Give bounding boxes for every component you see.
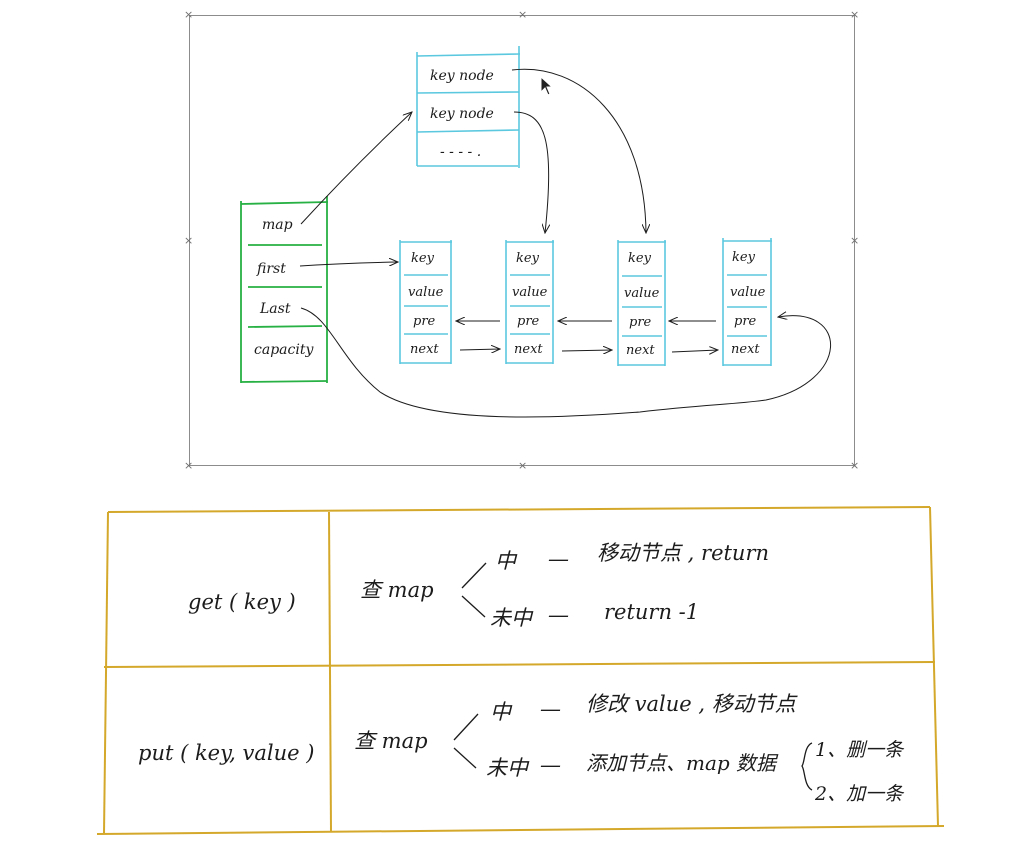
- get-branch-hit: [461, 562, 487, 589]
- cache-struct: [240, 196, 329, 383]
- node2-pre: pre: [517, 314, 540, 329]
- put-miss-action: 添加节点、map 数据: [586, 751, 779, 775]
- cache-field-last: Last: [259, 301, 291, 317]
- arrow-hash-row2-to-node2: [513, 111, 549, 233]
- resize-handle-bottom-left[interactable]: ×: [184, 459, 194, 472]
- cache-field-map: map: [262, 217, 293, 233]
- get-hit-dash: —: [548, 547, 569, 571]
- branch-strokes: [453, 562, 813, 791]
- get-hit-action: 移动节点 , return: [597, 541, 769, 565]
- diagram-canvas[interactable]: [189, 15, 855, 466]
- node1-next: next: [410, 342, 439, 357]
- put-hit-dash: —: [540, 697, 561, 721]
- cache-field-capacity: capacity: [254, 342, 314, 358]
- put-miss-dash: —: [540, 753, 561, 777]
- put-hit-label: 中: [490, 700, 513, 724]
- put-steps-brace: [801, 742, 813, 791]
- arrow-last-to-node4: [300, 307, 831, 418]
- get-hit-label: 中: [495, 549, 518, 573]
- node3-next: next: [626, 343, 655, 358]
- arrow-node2-next: [561, 350, 612, 351]
- put-step-1: 1、删一条: [815, 739, 905, 761]
- node1-pre: pre: [413, 314, 436, 329]
- node2-next: next: [514, 342, 543, 357]
- cache-field-first: first: [256, 261, 286, 277]
- node3-value: value: [624, 286, 660, 301]
- hash-row-2: key node: [430, 106, 494, 122]
- node2-key: key: [516, 251, 540, 266]
- hash-row-ellipsis: - - - - .: [440, 144, 481, 160]
- put-hit-action: 修改 value , 移动节点: [586, 692, 798, 716]
- resize-handle-top-left[interactable]: ×: [184, 8, 194, 21]
- put-branch-hit: [453, 713, 479, 741]
- put-miss-label: 未中: [486, 756, 530, 780]
- list-node-2: [505, 240, 554, 364]
- resize-handle-bottom-right[interactable]: ×: [850, 459, 860, 472]
- resize-handle-top[interactable]: ×: [518, 8, 528, 21]
- pointer-arrows: [299, 68, 831, 418]
- node1-key: key: [411, 251, 435, 266]
- resize-handle-right[interactable]: ×: [850, 234, 860, 247]
- put-lookup: 查 map: [354, 729, 428, 753]
- arrow-node3-next: [671, 350, 718, 352]
- get-miss-dash: —: [548, 603, 569, 627]
- arrow-hash-row1-to-node3: [511, 68, 646, 233]
- list-node-3: [617, 240, 666, 366]
- table-grid: [96, 506, 945, 835]
- op-get: get ( key ): [188, 590, 296, 614]
- put-branch-miss: [453, 747, 477, 769]
- arrow-first-to-node1: [299, 262, 398, 267]
- node4-value: value: [730, 285, 766, 300]
- node2-value: value: [512, 285, 548, 300]
- node3-key: key: [628, 251, 652, 266]
- node3-pre: pre: [629, 315, 652, 330]
- get-miss-label: 未中: [490, 606, 534, 630]
- mouse-pointer-icon: [540, 76, 554, 96]
- resize-handle-bottom[interactable]: ×: [518, 459, 528, 472]
- resize-handle-left[interactable]: ×: [184, 234, 194, 247]
- arrow-node1-next: [459, 349, 500, 350]
- list-node-4: [722, 238, 772, 366]
- node4-pre: pre: [734, 314, 757, 329]
- node1-value: value: [408, 285, 444, 300]
- list-node-1: [399, 240, 452, 364]
- get-lookup: 查 map: [360, 578, 434, 602]
- resize-handle-top-right[interactable]: ×: [850, 8, 860, 21]
- op-put: put ( key, value ): [138, 741, 314, 765]
- hash-row-1: key node: [430, 68, 494, 84]
- node4-key: key: [732, 250, 756, 265]
- get-miss-action: return -1: [604, 600, 699, 624]
- put-step-2: 2、加一条: [814, 783, 905, 805]
- hash-table: [416, 46, 521, 168]
- arrow-map-to-hashtable: [300, 112, 412, 225]
- get-branch-miss: [461, 595, 486, 618]
- node4-next: next: [731, 342, 760, 357]
